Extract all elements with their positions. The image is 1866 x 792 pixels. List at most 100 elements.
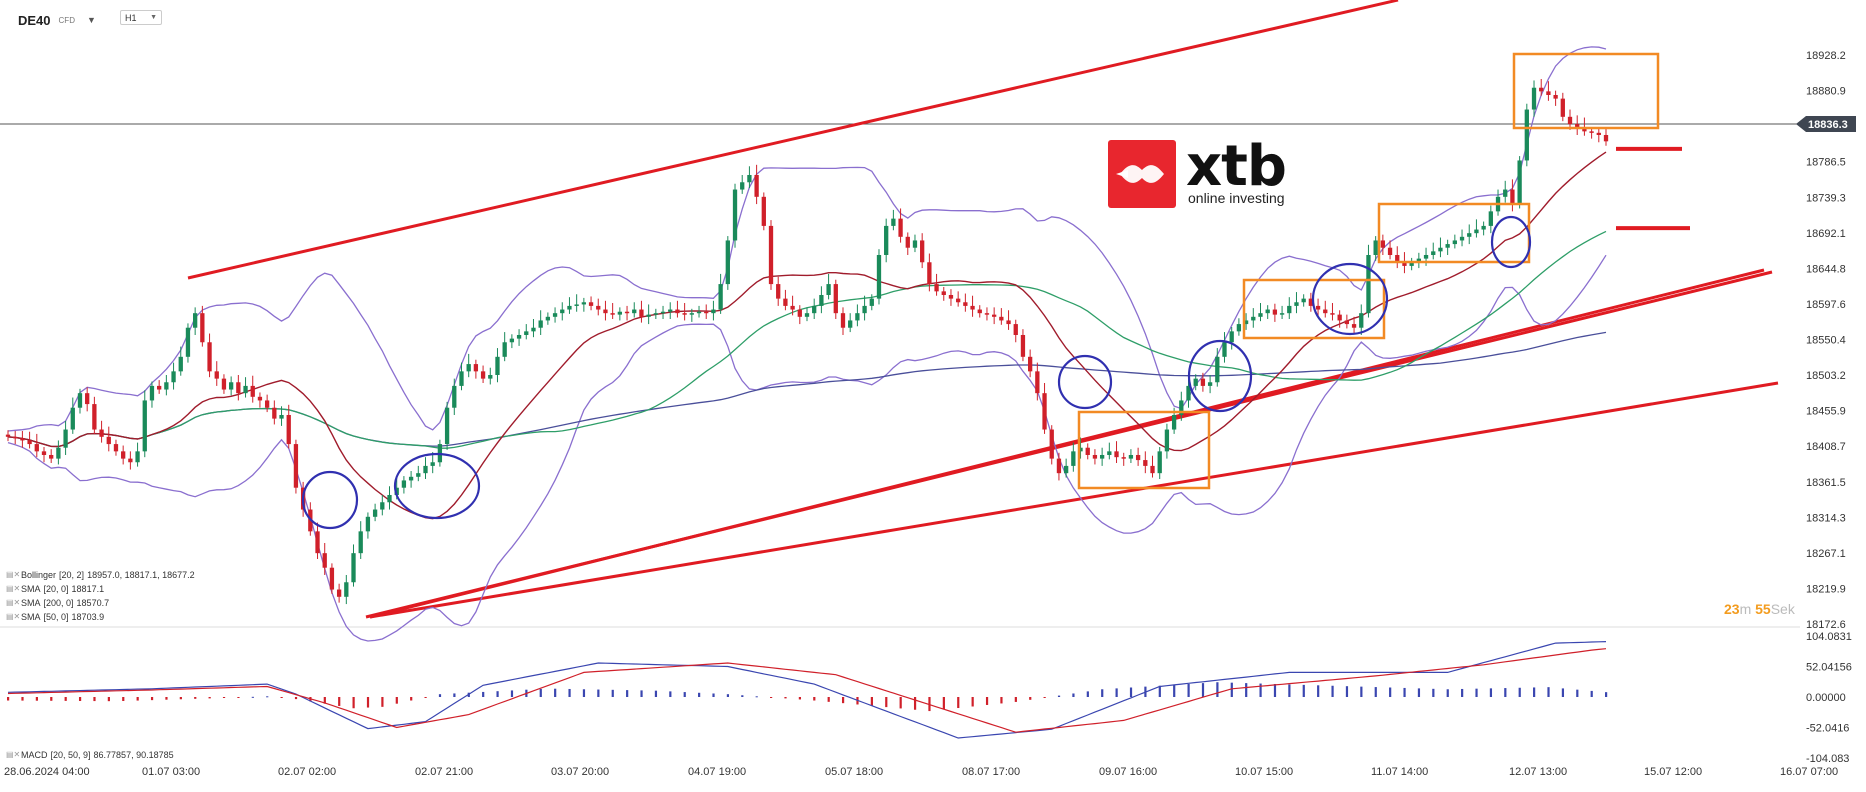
candle[interactable] bbox=[869, 294, 874, 311]
candle[interactable] bbox=[1251, 308, 1256, 328]
candle[interactable] bbox=[509, 334, 515, 349]
candle[interactable] bbox=[171, 362, 176, 390]
candle[interactable] bbox=[1301, 294, 1306, 307]
candle[interactable] bbox=[34, 433, 39, 458]
candle[interactable] bbox=[164, 374, 169, 396]
candle[interactable] bbox=[121, 445, 126, 465]
chevron-down-icon[interactable]: ▼ bbox=[86, 15, 96, 25]
candle[interactable] bbox=[387, 486, 392, 510]
candle[interactable] bbox=[740, 174, 745, 194]
trend-line[interactable] bbox=[187, 0, 1399, 280]
candle[interactable] bbox=[1416, 252, 1421, 269]
candle[interactable] bbox=[711, 300, 716, 321]
candle[interactable] bbox=[524, 324, 529, 340]
candle[interactable] bbox=[884, 218, 889, 263]
settings-icon[interactable]: ▤✕ bbox=[6, 598, 21, 607]
candle[interactable] bbox=[1308, 292, 1314, 312]
candle[interactable] bbox=[106, 426, 111, 452]
candle[interactable] bbox=[1575, 115, 1580, 135]
candle[interactable] bbox=[1071, 442, 1076, 472]
candle[interactable] bbox=[560, 302, 565, 321]
candle[interactable] bbox=[1236, 318, 1242, 336]
candle[interactable] bbox=[632, 302, 637, 318]
candle[interactable] bbox=[1582, 117, 1587, 136]
candle[interactable] bbox=[1099, 447, 1105, 466]
indicator-legend-sma50[interactable]: ▤✕ SMA [50, 0] 18703.9 bbox=[6, 612, 104, 622]
candle[interactable] bbox=[747, 166, 752, 189]
candle[interactable] bbox=[1431, 242, 1436, 260]
candle[interactable] bbox=[1467, 224, 1472, 245]
candle[interactable] bbox=[603, 300, 608, 321]
candle[interactable] bbox=[617, 307, 622, 321]
candle[interactable] bbox=[1503, 180, 1508, 203]
candle[interactable] bbox=[1596, 126, 1601, 143]
candle[interactable] bbox=[934, 273, 939, 296]
candle[interactable] bbox=[1359, 304, 1364, 335]
candle[interactable] bbox=[977, 305, 982, 318]
candle[interactable] bbox=[1330, 302, 1335, 321]
candle[interactable] bbox=[660, 305, 666, 319]
candle[interactable] bbox=[1085, 443, 1090, 460]
candle[interactable] bbox=[920, 233, 925, 269]
candle[interactable] bbox=[1020, 329, 1026, 362]
settings-icon[interactable]: ▤✕ bbox=[6, 570, 21, 579]
candle[interactable] bbox=[1279, 305, 1285, 319]
candle[interactable] bbox=[423, 457, 428, 479]
candle[interactable] bbox=[1495, 189, 1501, 216]
annotation-box[interactable] bbox=[1242, 278, 1386, 340]
candle[interactable] bbox=[876, 249, 882, 305]
candle[interactable] bbox=[502, 332, 507, 362]
candle[interactable] bbox=[452, 378, 457, 415]
candle[interactable] bbox=[1373, 236, 1378, 261]
candle[interactable] bbox=[833, 279, 838, 319]
candle[interactable] bbox=[1351, 316, 1357, 334]
candle[interactable] bbox=[704, 304, 709, 319]
candle[interactable] bbox=[365, 512, 371, 539]
candle[interactable] bbox=[948, 289, 954, 306]
candle[interactable] bbox=[193, 307, 198, 335]
candle[interactable] bbox=[1323, 300, 1328, 318]
candle[interactable] bbox=[927, 253, 932, 292]
candle[interactable] bbox=[1114, 441, 1119, 463]
candle[interactable] bbox=[495, 348, 500, 383]
candle[interactable] bbox=[862, 295, 867, 321]
candle[interactable] bbox=[257, 392, 263, 408]
candle[interactable] bbox=[1143, 451, 1148, 474]
candle[interactable] bbox=[200, 305, 205, 347]
candle[interactable] bbox=[243, 377, 248, 398]
annotation-circle[interactable] bbox=[1311, 262, 1389, 336]
candle[interactable] bbox=[531, 318, 536, 338]
candle[interactable] bbox=[783, 289, 788, 311]
candle[interactable] bbox=[639, 300, 644, 323]
candle[interactable] bbox=[1164, 423, 1170, 459]
candle[interactable] bbox=[1315, 298, 1321, 317]
candle[interactable] bbox=[624, 305, 630, 321]
candle[interactable] bbox=[1078, 437, 1083, 459]
candle[interactable] bbox=[480, 365, 486, 383]
candle[interactable] bbox=[1337, 310, 1342, 328]
candle[interactable] bbox=[812, 298, 817, 319]
candle[interactable] bbox=[236, 374, 241, 401]
candle[interactable] bbox=[1027, 349, 1033, 378]
candle[interactable] bbox=[293, 439, 299, 494]
candle[interactable] bbox=[905, 232, 910, 255]
candle[interactable] bbox=[372, 503, 378, 522]
indicator-legend-sma20[interactable]: ▤✕ SMA [20, 0] 18817.1 bbox=[6, 584, 104, 594]
candle[interactable] bbox=[1553, 90, 1558, 106]
indicator-legend-macd[interactable]: ▤✕ MACD [20, 50, 9] 86.77857, 90.18785 bbox=[6, 750, 174, 760]
candle[interactable] bbox=[135, 442, 140, 467]
candle[interactable] bbox=[358, 521, 363, 559]
candle[interactable] bbox=[128, 451, 133, 470]
candle[interactable] bbox=[1092, 449, 1098, 465]
candle[interactable] bbox=[459, 362, 464, 391]
candle[interactable] bbox=[1510, 179, 1515, 212]
candle[interactable] bbox=[855, 304, 860, 327]
candle[interactable] bbox=[754, 164, 759, 205]
candle[interactable] bbox=[250, 375, 255, 403]
candle[interactable] bbox=[1135, 447, 1141, 466]
annotation-circle[interactable] bbox=[1057, 354, 1113, 410]
candle[interactable] bbox=[1445, 239, 1450, 255]
candle[interactable] bbox=[207, 333, 212, 378]
candle[interactable] bbox=[963, 293, 968, 312]
